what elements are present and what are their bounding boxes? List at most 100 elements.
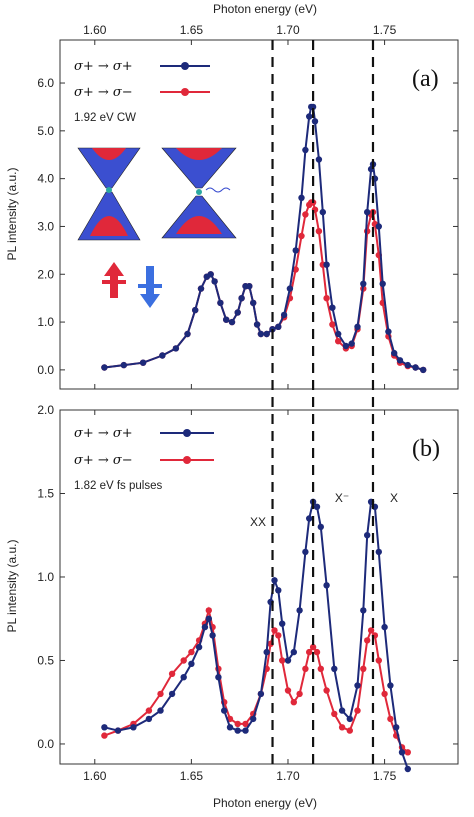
data-point-splus-b (188, 660, 195, 667)
data-point-splus-b (290, 648, 297, 656)
data-point-splus-a (159, 352, 166, 359)
series-line-splus-a (104, 105, 424, 371)
data-point-splus-b (201, 623, 209, 631)
x-tick-label-bottom: 1.70 (276, 769, 300, 783)
data-point-sminus-b (188, 648, 195, 656)
data-point-splus-b (130, 724, 137, 731)
y-tick-label: 2.0 (37, 267, 54, 281)
data-point-splus-a (217, 299, 224, 307)
data-point-splus-a (302, 146, 309, 154)
data-point-sminus-a (292, 266, 299, 273)
data-point-sminus-a (329, 321, 336, 328)
series-line-splus-b (104, 499, 409, 770)
x-tick-label-bottom: 1.65 (180, 769, 204, 783)
data-point-splus-a (375, 223, 382, 230)
x-tick-label-top: 1.75 (373, 23, 397, 37)
spin-up-arrow-icon (102, 262, 126, 298)
data-point-sminus-b (145, 707, 153, 714)
y-tick-label: 0.5 (37, 653, 54, 667)
data-point-splus-a (385, 328, 392, 335)
data-point-splus-a (184, 330, 191, 338)
data-point-splus-a (404, 361, 411, 369)
bottom-axis-title: Photon energy (eV) (213, 796, 317, 810)
data-point-sminus-b (381, 690, 388, 698)
data-point-splus-b (157, 707, 164, 714)
peak-label: X⁻ (335, 491, 349, 505)
data-point-sminus-a (302, 211, 309, 218)
data-point-splus-a (139, 359, 147, 366)
x-tick-label-top: 1.65 (180, 23, 204, 37)
legend-a-sminus-label: σ+ → σ− (74, 85, 133, 100)
valley-band-diagram-icon (77, 147, 237, 241)
panel-a-condition: 1.92 eV CW (74, 112, 136, 124)
data-point-sminus-b (317, 665, 324, 672)
data-point-splus-a (306, 113, 313, 120)
y-tick-label: 1.5 (37, 486, 54, 500)
panel-a-frame (59, 39, 459, 390)
data-point-sminus-b (279, 657, 286, 664)
data-point-splus-a (207, 271, 214, 278)
data-point-splus-b (168, 690, 176, 698)
data-point-sminus-b (331, 710, 338, 718)
legend-b-splus-label: σ+ → σ+ (74, 426, 133, 441)
data-point-sminus-b (168, 670, 176, 677)
data-point-splus-a (323, 261, 330, 268)
data-point-splus-a (342, 342, 350, 350)
data-point-sminus-b (346, 727, 353, 734)
y-tick-label: 1.0 (37, 315, 54, 329)
data-point-sminus-b (367, 627, 375, 634)
data-point-splus-a (412, 364, 419, 371)
data-point-splus-b (145, 715, 153, 723)
data-point-sminus-a (315, 228, 323, 235)
data-point-splus-a (315, 156, 323, 163)
data-point-splus-b (284, 657, 292, 664)
y-tick-label: 0.0 (37, 737, 54, 751)
data-point-splus-b (346, 715, 353, 723)
data-point-splus-a (238, 295, 245, 302)
data-point-splus-b (226, 724, 234, 731)
data-point-splus-b (398, 749, 406, 756)
data-point-splus-a (292, 247, 299, 254)
data-point-sminus-a (335, 338, 342, 345)
panel-b-label: (b) (412, 436, 440, 462)
data-point-splus-a (246, 283, 253, 290)
x-tick-label-bottom: 1.60 (83, 769, 107, 783)
peak-label: X (390, 491, 398, 505)
data-point-sminus-b (284, 687, 292, 694)
panel-a-label: (a) (412, 66, 439, 92)
y-tick-label: 1.0 (37, 570, 54, 584)
data-point-splus-a (309, 103, 317, 111)
data-point-splus-b (195, 643, 203, 651)
data-point-sminus-b (338, 724, 346, 731)
y-tick-label: 5.0 (37, 124, 54, 138)
data-point-splus-b (393, 724, 400, 731)
data-point-splus-b (387, 682, 394, 689)
data-point-sminus-b (205, 607, 212, 614)
data-point-sminus-b (375, 657, 382, 664)
data-point-sminus-b (180, 657, 187, 664)
data-point-sminus-b (360, 665, 367, 672)
data-point-splus-a (275, 323, 282, 330)
data-point-splus-b (331, 665, 338, 672)
data-point-splus-b (215, 674, 222, 681)
y-tick-label: 0.0 (37, 363, 54, 377)
y-tick-label: 4.0 (37, 172, 54, 186)
data-point-splus-a (319, 208, 326, 216)
data-point-sminus-a (298, 232, 305, 240)
data-point-splus-b (257, 690, 265, 698)
data-point-splus-a (192, 306, 199, 314)
data-point-splus-a (335, 330, 342, 338)
data-point-splus-a (228, 318, 236, 326)
data-point-splus-a (172, 345, 180, 352)
data-point-sminus-b (271, 627, 278, 634)
top-axis-title: Photon energy (eV) (213, 2, 317, 16)
data-point-sminus-b (306, 648, 313, 656)
y-tick-label: 6.0 (37, 76, 54, 90)
data-point-splus-a (348, 340, 355, 347)
data-point-splus-b (381, 623, 388, 631)
legend-a-splus-label: σ+ → σ+ (74, 59, 133, 74)
legend-b-sminus-marker (183, 456, 191, 464)
data-point-splus-a (298, 194, 305, 201)
data-point-splus-b (234, 727, 241, 734)
data-point-splus-b (296, 607, 303, 614)
